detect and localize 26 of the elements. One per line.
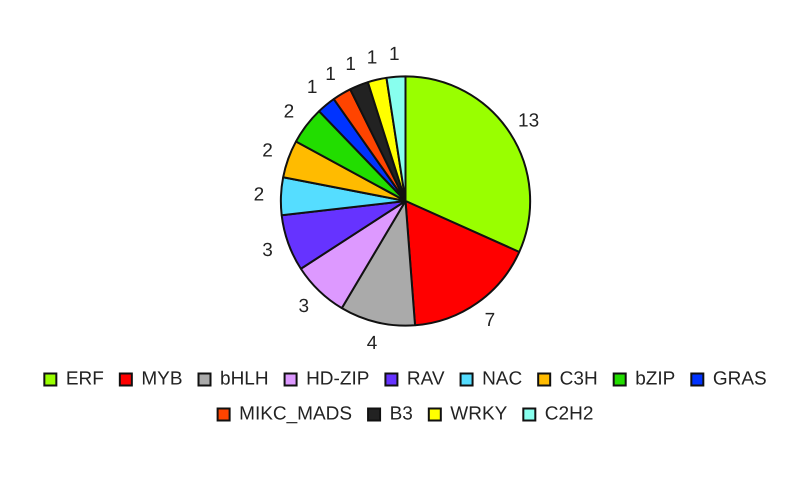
legend-label: MIKC_MADS	[239, 404, 352, 425]
legend-label: ERF	[66, 368, 104, 390]
data-label: 1	[388, 44, 400, 66]
legend-label: GRAS	[712, 368, 767, 390]
data-label: 2	[262, 140, 273, 162]
data-label: 13	[518, 110, 540, 132]
data-label: 1	[345, 54, 356, 76]
legend-label: bZIP	[635, 368, 676, 390]
data-label: 1	[366, 47, 378, 68]
legend-label: B3	[390, 404, 413, 425]
data-label: 3	[262, 240, 273, 261]
legend-label: bHLH	[220, 368, 269, 390]
legend-label: C3H	[560, 368, 598, 390]
data-label: 2	[254, 184, 264, 206]
legend-label: WRKY	[450, 404, 508, 425]
legend-label: MYB	[141, 368, 183, 390]
data-label: 4	[366, 333, 378, 354]
data-label: 1	[306, 77, 318, 98]
legend-label: RAV	[406, 368, 445, 390]
data-label: 7	[484, 310, 496, 332]
legend-label: NAC	[482, 368, 522, 390]
legend-label: C2H2	[544, 404, 594, 425]
data-label: 3	[298, 296, 310, 317]
data-label: 1	[325, 64, 336, 86]
data-label: 2	[284, 101, 294, 122]
legend-label: HD-ZIP	[306, 368, 370, 390]
